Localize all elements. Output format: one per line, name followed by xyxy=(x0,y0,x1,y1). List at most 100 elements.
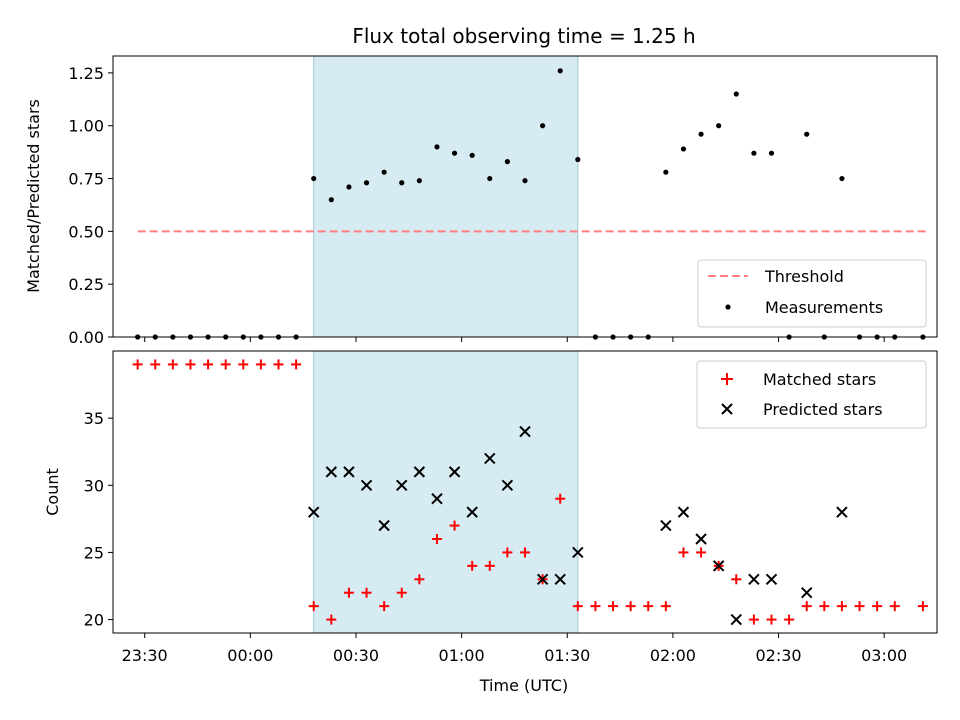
y-tick-label: 0.00 xyxy=(68,328,104,347)
matched-star-point xyxy=(784,614,795,625)
x-tick-label: 01:00 xyxy=(439,646,485,665)
bottom-shaded-region xyxy=(313,350,579,634)
matched-star-point xyxy=(731,574,742,585)
legend-predicted-swatch xyxy=(721,403,733,415)
measurement-point xyxy=(311,175,317,182)
matched-star-point xyxy=(766,614,777,625)
matched-star-point xyxy=(572,601,583,612)
matched-star-point xyxy=(449,520,460,531)
y-tick-label: 1.25 xyxy=(68,64,104,83)
matched-star-point xyxy=(889,601,900,612)
x-stroke-b xyxy=(519,425,531,438)
x-stroke-b xyxy=(748,573,760,585)
matched-star-point xyxy=(678,547,689,558)
x-stroke-b xyxy=(712,560,725,572)
matched-star-point xyxy=(555,493,566,504)
matched-star-point xyxy=(167,359,178,370)
predicted-star-point xyxy=(695,533,707,545)
predicted-star-point xyxy=(396,479,408,491)
matched-star-point xyxy=(238,359,249,370)
matched-star-point xyxy=(255,359,266,370)
bottom-legend: Matched stars Predicted stars xyxy=(696,360,927,429)
predicted-star-point xyxy=(765,573,778,585)
measurement-point xyxy=(522,178,528,184)
predicted-star-point xyxy=(343,466,355,478)
x-stroke-b xyxy=(536,573,549,585)
y-tick-label: 25 xyxy=(84,543,104,562)
measurement-point xyxy=(399,180,405,186)
y-tick-label: 35 xyxy=(84,409,104,428)
legend-threshold-label: Threshold xyxy=(764,267,844,286)
measurement-point xyxy=(416,178,422,184)
legend-measurements-label: Measurements xyxy=(765,298,883,317)
predicted-star-point xyxy=(378,519,390,532)
measurement-point xyxy=(575,156,581,163)
matched-star-point xyxy=(696,547,707,558)
predicted-star-point xyxy=(431,493,443,505)
measurement-point xyxy=(469,152,475,158)
bottom-series-layer xyxy=(132,359,928,626)
x-tick-label: 00:00 xyxy=(227,646,273,665)
bottom-axes-frame xyxy=(112,350,938,634)
matched-star-point xyxy=(625,601,636,612)
matched-star-point xyxy=(520,547,530,558)
x-stroke-b xyxy=(378,519,390,532)
predicted-star-point xyxy=(712,560,725,572)
y-tick-label: 0.25 xyxy=(68,275,104,294)
x-stroke-b xyxy=(413,466,426,478)
predicted-star-point xyxy=(536,573,549,585)
measurement-point xyxy=(716,123,722,129)
x-stroke-b xyxy=(396,479,408,491)
bottom-panel: Count Time (UTC) 23:30 00:00 00:30 01:00 01:… xyxy=(43,350,938,695)
matched-star-point xyxy=(291,359,302,370)
x-stroke-b xyxy=(501,479,514,491)
measurement-point xyxy=(487,175,493,182)
bottom-axis-ticks: 23:30 00:00 00:30 01:00 01:30 02:00 02:30 03:00… xyxy=(84,409,908,665)
x-stroke-b xyxy=(343,466,355,478)
x-stroke-b xyxy=(836,506,848,518)
matched-star-point xyxy=(396,587,407,598)
x-tick-label: 03:00 xyxy=(861,646,907,665)
y-tick-label: 0.50 xyxy=(68,222,104,241)
matched-star-point xyxy=(343,587,354,598)
measurement-point xyxy=(434,144,440,150)
measurement-point xyxy=(751,150,757,156)
x-stroke-b xyxy=(466,506,478,518)
matched-star-point xyxy=(917,601,928,612)
measurement-point xyxy=(680,146,687,152)
predicted-star-point xyxy=(836,506,848,518)
matched-star-point xyxy=(590,601,601,612)
predicted-star-point xyxy=(748,573,760,585)
predicted-star-point xyxy=(519,425,531,438)
matched-star-point xyxy=(185,359,196,370)
x-stroke-b xyxy=(325,466,338,478)
measurement-point xyxy=(804,131,810,137)
matched-star-point xyxy=(220,359,231,370)
matched-star-point xyxy=(502,547,513,558)
measurement-point xyxy=(346,184,352,190)
x-stroke-b xyxy=(308,506,320,518)
predicted-star-point xyxy=(448,466,461,478)
x-stroke-b xyxy=(572,546,584,559)
matched-star-point xyxy=(414,574,425,585)
x-tick-label: 02:30 xyxy=(755,646,801,665)
matched-star-point xyxy=(872,601,883,612)
matched-star-point xyxy=(608,601,619,612)
matched-star-point xyxy=(203,359,214,370)
predicted-star-point xyxy=(484,452,496,465)
x-tick-label: 01:30 xyxy=(544,646,590,665)
x-stroke-b xyxy=(360,479,373,491)
x-stroke-b xyxy=(765,573,778,585)
x-stroke-b xyxy=(484,452,496,465)
predicted-star-point xyxy=(677,506,690,518)
measurement-point xyxy=(328,197,334,203)
matched-star-point xyxy=(273,359,284,370)
x-stroke-b xyxy=(730,613,742,626)
measurement-point xyxy=(557,68,563,74)
x-axis-label: Time (UTC) xyxy=(479,676,568,695)
measurement-point xyxy=(451,150,458,156)
legend-measurements-swatch xyxy=(725,304,731,310)
matched-star-point xyxy=(150,359,161,370)
matched-star-point xyxy=(748,614,759,625)
